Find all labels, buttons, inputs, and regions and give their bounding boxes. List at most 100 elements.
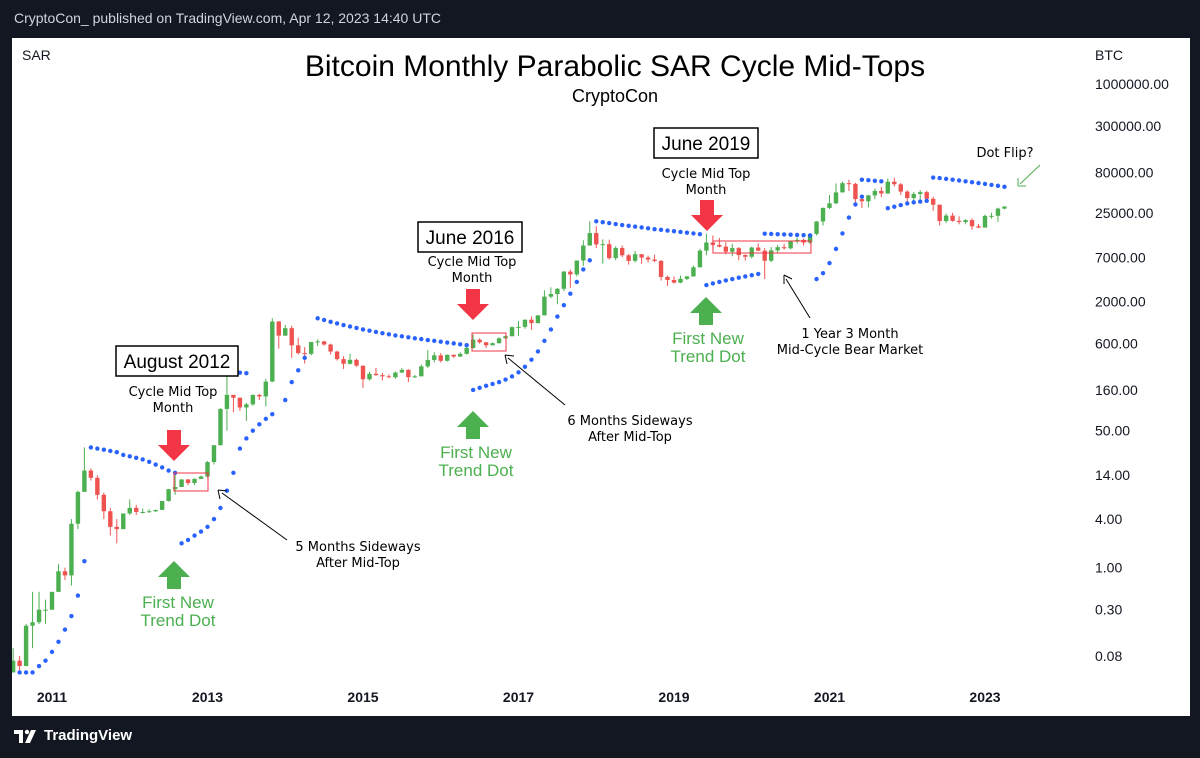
jun2019-pointer-head bbox=[783, 274, 793, 284]
sar-dot bbox=[17, 670, 22, 675]
candle-up bbox=[419, 366, 424, 377]
sar-dot bbox=[231, 470, 236, 475]
aug2012-first-dot-2: Trend Dot bbox=[141, 611, 216, 630]
sar-dot bbox=[626, 223, 631, 229]
sar-dot bbox=[665, 228, 670, 233]
sar-dot bbox=[911, 200, 916, 205]
sar-dot bbox=[321, 317, 327, 323]
footer-bar: TradingView bbox=[0, 716, 1200, 758]
sar-dot bbox=[717, 279, 722, 285]
sar-dot bbox=[574, 279, 580, 285]
sar-dot bbox=[658, 227, 664, 233]
sar-dot bbox=[522, 364, 528, 369]
candle-down bbox=[334, 351, 340, 360]
candle-down bbox=[671, 279, 677, 283]
sar-dot bbox=[490, 381, 495, 387]
candle-up bbox=[36, 609, 42, 623]
jun2019-bear-1: 1 Year 3 Month bbox=[801, 327, 898, 342]
sar-dot bbox=[678, 229, 683, 235]
sar-dot bbox=[302, 355, 307, 361]
candle-up bbox=[347, 359, 353, 364]
sar-dot bbox=[956, 178, 962, 183]
candle-down bbox=[62, 571, 68, 576]
candle-down bbox=[88, 470, 94, 478]
candle-down bbox=[354, 359, 359, 366]
sar-dot bbox=[341, 322, 346, 328]
jun2019-cycle-label-1: Cycle Mid Top bbox=[662, 167, 751, 182]
candle-up bbox=[490, 343, 495, 346]
sar-dot bbox=[820, 270, 826, 276]
aug2012-sideways-1: 5 Months Sideways bbox=[295, 540, 420, 555]
candle-up bbox=[412, 376, 418, 378]
candle-up bbox=[205, 462, 210, 477]
sar-dot bbox=[581, 267, 586, 272]
candle-up bbox=[82, 470, 87, 492]
sar-dot bbox=[905, 201, 910, 206]
sar-dot bbox=[218, 505, 223, 511]
sar-dot bbox=[406, 335, 411, 340]
y-tick-label: 1000000.00 bbox=[1095, 76, 1169, 92]
sar-dot bbox=[198, 529, 204, 534]
sar-dot bbox=[775, 231, 780, 237]
candle-up bbox=[75, 491, 81, 524]
candle-down bbox=[360, 365, 366, 380]
candle-up bbox=[943, 215, 949, 222]
sar-dot bbox=[503, 377, 508, 382]
candle-up bbox=[613, 247, 618, 259]
aug2012-label-box bbox=[115, 345, 239, 377]
sar-dot bbox=[283, 397, 288, 403]
sar-dot bbox=[1002, 184, 1007, 190]
aug2012-cycle-label-2: Month bbox=[153, 401, 194, 416]
sar-dot bbox=[483, 383, 489, 389]
candle-up bbox=[561, 271, 567, 289]
sar-dot bbox=[140, 457, 145, 462]
candle-up bbox=[49, 591, 55, 610]
sar-layer bbox=[17, 175, 1007, 675]
candle-up bbox=[166, 489, 171, 502]
sar-dot bbox=[943, 176, 949, 182]
candle-down bbox=[108, 511, 113, 527]
candle-down bbox=[898, 184, 903, 192]
candle-down bbox=[373, 373, 379, 376]
candle-up bbox=[768, 250, 774, 261]
sar-dot bbox=[846, 215, 852, 220]
sar-dot bbox=[95, 446, 100, 451]
candle-down bbox=[619, 247, 625, 256]
candle-down bbox=[639, 254, 644, 258]
candle-down bbox=[781, 247, 787, 249]
aug2012-pointer-head bbox=[217, 489, 228, 500]
candle-up bbox=[263, 381, 269, 397]
sar-dot bbox=[995, 183, 1001, 189]
candle-down bbox=[451, 354, 456, 357]
candle-up bbox=[457, 353, 463, 357]
candle-up bbox=[192, 478, 197, 484]
candle-down bbox=[665, 276, 670, 280]
sar-dot bbox=[529, 357, 534, 362]
sar-dot bbox=[859, 194, 865, 199]
sar-dot bbox=[146, 459, 152, 465]
candle-up bbox=[146, 511, 152, 513]
sar-dot bbox=[412, 336, 418, 341]
candle-down bbox=[438, 355, 443, 361]
sar-dot bbox=[872, 178, 878, 183]
y-tick-label: 7000.00 bbox=[1095, 250, 1146, 266]
candle-down bbox=[276, 321, 281, 336]
sar-dot bbox=[989, 182, 994, 188]
tradingview-logo[interactable]: TradingView bbox=[14, 727, 132, 744]
candle-up bbox=[179, 479, 184, 487]
sar-dot bbox=[639, 225, 644, 230]
candle-down bbox=[529, 319, 534, 324]
candle-up bbox=[445, 354, 450, 361]
sar-dot bbox=[360, 327, 366, 332]
sar-dot bbox=[211, 516, 217, 522]
jun2019-up-arrow bbox=[690, 297, 722, 325]
sar-dot bbox=[445, 340, 450, 345]
sar-dot bbox=[645, 226, 651, 231]
candle-down bbox=[296, 345, 301, 354]
sar-dot bbox=[691, 231, 696, 236]
candle-up bbox=[542, 296, 547, 316]
candle-up bbox=[432, 355, 437, 360]
aug2012-first-dot-1: First New bbox=[142, 593, 215, 612]
sar-dot bbox=[853, 202, 858, 207]
jun2019-label-box bbox=[653, 127, 759, 159]
